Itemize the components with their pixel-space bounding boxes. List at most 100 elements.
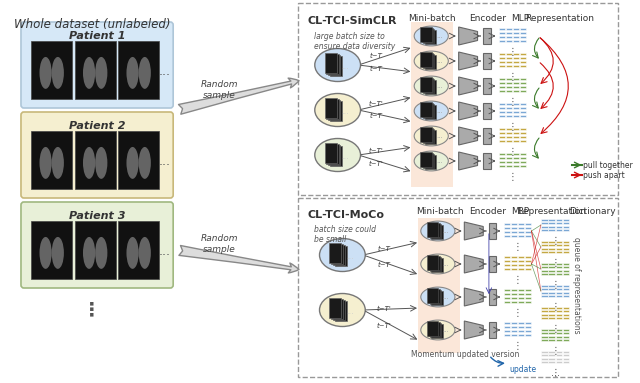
- FancyBboxPatch shape: [420, 102, 431, 117]
- Text: Patient 3: Patient 3: [69, 211, 125, 221]
- FancyBboxPatch shape: [422, 153, 433, 167]
- Ellipse shape: [52, 57, 64, 89]
- Bar: [520, 165, 526, 167]
- FancyBboxPatch shape: [423, 104, 435, 118]
- Bar: [563, 266, 569, 268]
- Bar: [499, 64, 505, 67]
- FancyBboxPatch shape: [326, 99, 339, 119]
- Ellipse shape: [414, 76, 448, 96]
- Text: t~T: t~T: [370, 53, 383, 59]
- Ellipse shape: [414, 51, 448, 71]
- Bar: [563, 291, 569, 294]
- Text: ⋮: ⋮: [550, 302, 560, 312]
- Text: ...: ...: [436, 133, 443, 139]
- Bar: [520, 152, 526, 155]
- Bar: [499, 90, 505, 92]
- Bar: [548, 354, 555, 357]
- Text: large batch size to
ensure data diversity: large batch size to ensure data diversit…: [314, 32, 396, 51]
- Bar: [548, 270, 555, 272]
- Text: ...: ...: [443, 294, 449, 300]
- Ellipse shape: [127, 147, 139, 179]
- Bar: [506, 28, 512, 30]
- Text: MLP: MLP: [511, 14, 529, 23]
- Bar: [506, 90, 512, 92]
- Text: ⋮: ⋮: [550, 368, 560, 378]
- Bar: [548, 306, 555, 309]
- Bar: [506, 36, 512, 38]
- Ellipse shape: [420, 320, 455, 340]
- FancyBboxPatch shape: [335, 246, 347, 266]
- Bar: [513, 36, 519, 38]
- Bar: [511, 301, 516, 303]
- FancyBboxPatch shape: [329, 298, 341, 318]
- FancyBboxPatch shape: [31, 221, 72, 279]
- Text: ...: ...: [346, 308, 354, 316]
- Bar: [506, 31, 512, 34]
- Text: batch size could
be small: batch size could be small: [314, 225, 376, 244]
- Bar: [506, 77, 512, 80]
- FancyBboxPatch shape: [21, 22, 173, 108]
- Bar: [518, 288, 524, 291]
- Bar: [563, 288, 569, 290]
- Bar: [556, 266, 562, 268]
- Bar: [513, 82, 519, 84]
- Bar: [556, 222, 562, 224]
- FancyBboxPatch shape: [424, 80, 436, 94]
- Bar: [504, 226, 509, 229]
- Ellipse shape: [83, 57, 95, 89]
- Ellipse shape: [315, 49, 360, 82]
- Bar: [556, 329, 562, 331]
- Bar: [499, 136, 505, 138]
- Text: Patient 1: Patient 1: [69, 31, 125, 41]
- Bar: [506, 115, 512, 118]
- Bar: [556, 244, 562, 247]
- Ellipse shape: [139, 237, 151, 269]
- Bar: [513, 128, 519, 130]
- Bar: [518, 264, 524, 267]
- FancyBboxPatch shape: [328, 100, 340, 120]
- FancyBboxPatch shape: [21, 202, 173, 288]
- Ellipse shape: [83, 237, 95, 269]
- Bar: [548, 357, 555, 360]
- FancyBboxPatch shape: [298, 3, 618, 195]
- Bar: [548, 222, 555, 224]
- Text: Mini-batch: Mini-batch: [408, 14, 456, 23]
- Bar: [518, 234, 524, 237]
- Bar: [525, 267, 531, 270]
- FancyBboxPatch shape: [424, 155, 436, 169]
- FancyBboxPatch shape: [430, 290, 441, 304]
- Bar: [548, 273, 555, 275]
- Text: ...: ...: [443, 327, 449, 333]
- Text: t~T': t~T': [376, 322, 391, 329]
- Bar: [520, 103, 526, 105]
- FancyBboxPatch shape: [430, 224, 441, 238]
- Bar: [513, 111, 519, 113]
- Text: ⋮: ⋮: [508, 122, 517, 132]
- FancyBboxPatch shape: [427, 288, 438, 303]
- Bar: [563, 244, 569, 247]
- Bar: [513, 131, 519, 134]
- Bar: [520, 160, 526, 164]
- Ellipse shape: [95, 147, 108, 179]
- Text: t~T': t~T': [369, 100, 384, 106]
- Bar: [548, 339, 555, 342]
- Bar: [525, 293, 531, 295]
- FancyBboxPatch shape: [326, 54, 339, 74]
- Bar: [511, 255, 516, 259]
- Bar: [556, 251, 562, 254]
- Bar: [520, 64, 526, 67]
- Bar: [563, 339, 569, 342]
- Bar: [520, 57, 526, 59]
- Bar: [556, 354, 562, 357]
- Bar: [525, 288, 531, 291]
- Text: Random
sample: Random sample: [201, 80, 238, 100]
- Bar: [563, 273, 569, 275]
- Bar: [483, 128, 491, 144]
- Text: ⋮: ⋮: [513, 341, 522, 351]
- Bar: [489, 322, 497, 338]
- Bar: [504, 293, 509, 295]
- Bar: [504, 326, 509, 328]
- Bar: [504, 264, 509, 267]
- Text: Random
sample: Random sample: [201, 234, 238, 254]
- Text: ...: ...: [443, 261, 449, 267]
